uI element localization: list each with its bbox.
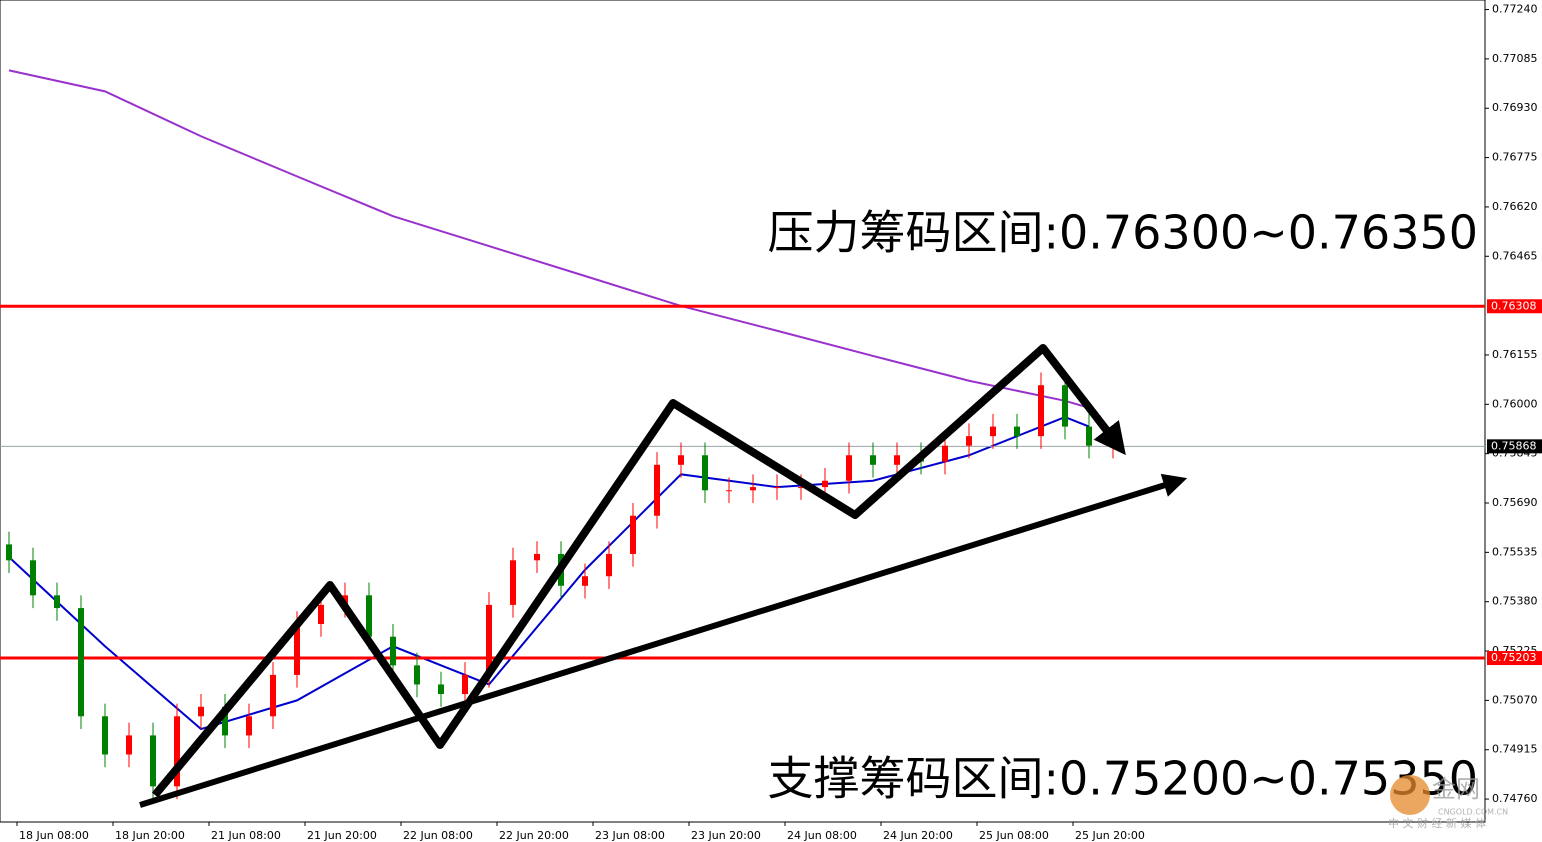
candle-body bbox=[366, 595, 372, 637]
candle-body bbox=[702, 455, 708, 491]
candle-body bbox=[246, 716, 252, 736]
candle-body bbox=[582, 576, 588, 586]
watermark-brand: 金网 bbox=[1432, 775, 1480, 803]
candle-body bbox=[414, 665, 420, 685]
x-tick-label: 25 Jun 20:00 bbox=[1075, 829, 1145, 842]
candle-body bbox=[198, 706, 204, 717]
candle-body bbox=[1062, 385, 1068, 427]
candle-body bbox=[126, 735, 132, 755]
price-tag bbox=[1487, 299, 1542, 314]
candle-body bbox=[942, 445, 948, 462]
candle-body bbox=[486, 604, 492, 675]
candle-body bbox=[1086, 426, 1092, 446]
price-tag bbox=[1487, 439, 1542, 454]
candle-body bbox=[630, 515, 636, 554]
candle-body bbox=[798, 487, 804, 489]
candle-body bbox=[150, 735, 156, 787]
watermark: 金网 CNGOLD.COM.CN 中 文 财 经 新 媒 体 bbox=[1388, 775, 1508, 830]
support-note: 支撑筹码区间:0.75200~0.75350 bbox=[768, 752, 1478, 806]
y-tick-label: 0.75380 bbox=[1492, 595, 1538, 608]
drawn-arrows bbox=[139, 344, 1188, 808]
candle-body bbox=[846, 455, 852, 481]
candle-body bbox=[270, 674, 276, 717]
candle-body bbox=[102, 716, 108, 755]
candle-body bbox=[606, 553, 612, 577]
candle-body bbox=[390, 636, 396, 666]
candle-body bbox=[726, 490, 732, 492]
x-tick-label: 18 Jun 08:00 bbox=[19, 829, 89, 842]
y-tick-label: 0.74760 bbox=[1492, 792, 1538, 805]
plot-frame bbox=[0, 0, 1486, 823]
y-tick-label: 0.76000 bbox=[1492, 397, 1538, 410]
x-tick-label: 21 Jun 08:00 bbox=[211, 829, 281, 842]
x-tick-label: 22 Jun 08:00 bbox=[403, 829, 473, 842]
trend-arrow bbox=[139, 473, 1188, 808]
price-tag-label: 0.76308 bbox=[1491, 299, 1537, 312]
candle-body bbox=[30, 560, 36, 596]
candle-body bbox=[1014, 426, 1020, 437]
candle-body bbox=[654, 464, 660, 516]
candle-body bbox=[534, 553, 540, 561]
candle-body bbox=[966, 436, 972, 446]
y-tick-label: 0.75070 bbox=[1492, 693, 1538, 706]
price-tag-label: 0.75868 bbox=[1491, 439, 1537, 452]
candle-body bbox=[894, 455, 900, 465]
y-tick-label: 0.76620 bbox=[1492, 200, 1538, 213]
candle-body bbox=[222, 706, 228, 736]
candle-body bbox=[6, 544, 12, 561]
watermark-slogan: 中 文 财 经 新 媒 体 bbox=[1388, 816, 1486, 830]
x-tick-label: 18 Jun 20:00 bbox=[115, 829, 185, 842]
x-tick-label: 25 Jun 08:00 bbox=[979, 829, 1049, 842]
candle-body bbox=[78, 608, 84, 717]
candle-body bbox=[822, 480, 828, 488]
candle-body bbox=[870, 455, 876, 465]
y-tick-label: 0.75690 bbox=[1492, 496, 1538, 509]
candle-body bbox=[54, 595, 60, 609]
candle-body bbox=[774, 487, 780, 489]
candle-body bbox=[750, 487, 756, 491]
y-tick-label: 0.76775 bbox=[1492, 151, 1538, 164]
y-tick-label: 0.76465 bbox=[1492, 249, 1538, 262]
moving-average bbox=[8, 69, 1090, 409]
y-tick-label: 0.77085 bbox=[1492, 52, 1538, 65]
candle-body bbox=[1038, 385, 1044, 437]
candle-body bbox=[438, 684, 444, 695]
candle-body bbox=[174, 716, 180, 787]
resistance-note: 压力筹码区间:0.76300~0.76350 bbox=[768, 206, 1478, 260]
price-tag-label: 0.75203 bbox=[1491, 651, 1537, 664]
candle-body bbox=[990, 426, 996, 437]
candle-body bbox=[318, 604, 324, 624]
x-tick-label: 22 Jun 20:00 bbox=[499, 829, 569, 842]
x-tick-label: 23 Jun 08:00 bbox=[595, 829, 665, 842]
watermark-domain: CNGOLD.COM.CN bbox=[1438, 808, 1508, 817]
x-tick-label: 23 Jun 20:00 bbox=[691, 829, 761, 842]
price-tag bbox=[1487, 651, 1542, 666]
y-tick-label: 0.77240 bbox=[1492, 3, 1538, 16]
candle-body bbox=[462, 674, 468, 695]
y-tick-label: 0.76930 bbox=[1492, 101, 1538, 114]
y-tick-label: 0.75535 bbox=[1492, 545, 1538, 558]
candle-body bbox=[678, 455, 684, 465]
x-tick-label: 24 Jun 08:00 bbox=[787, 829, 857, 842]
candle-body bbox=[510, 560, 516, 605]
y-tick-label: 0.76155 bbox=[1492, 348, 1538, 361]
y-tick-label: 0.74915 bbox=[1492, 743, 1538, 756]
zigzag-arrow bbox=[151, 344, 1126, 798]
x-tick-label: 24 Jun 20:00 bbox=[883, 829, 953, 842]
x-tick-label: 21 Jun 20:00 bbox=[307, 829, 377, 842]
watermark-logo bbox=[1390, 775, 1430, 815]
candle-body bbox=[294, 623, 300, 675]
